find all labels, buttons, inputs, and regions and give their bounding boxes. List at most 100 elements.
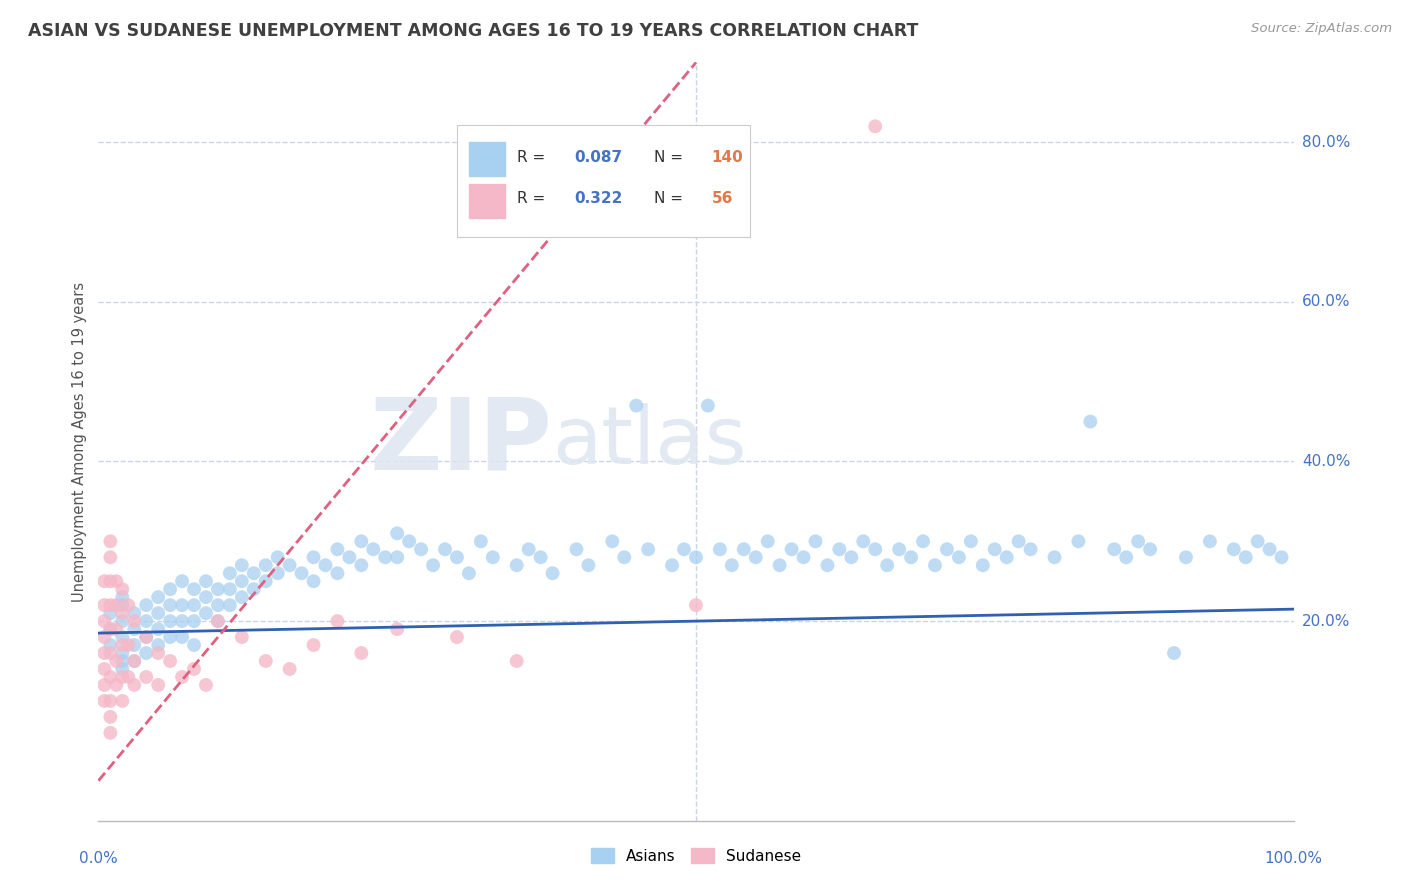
Point (995, 550, 1018, 565)
Point (124, 638, 146, 652)
Point (117, 638, 139, 652)
Point (111, 638, 134, 652)
Point (936, 542, 959, 557)
Point (195, 606, 218, 620)
Point (172, 630, 194, 644)
Text: 20.0%: 20.0% (1302, 614, 1350, 629)
Point (458, 566, 481, 581)
Point (111, 606, 134, 620)
Point (98, 694, 122, 708)
Point (422, 558, 444, 573)
Point (852, 534, 875, 549)
Point (1043, 550, 1066, 565)
Point (685, 550, 707, 565)
Point (98, 598, 122, 612)
Point (195, 590, 218, 604)
Point (105, 598, 128, 612)
Point (172, 574, 194, 589)
Point (219, 582, 242, 597)
Point (254, 558, 277, 573)
Point (105, 574, 128, 589)
Text: R =: R = (517, 150, 550, 165)
Point (1199, 534, 1222, 549)
Point (172, 598, 194, 612)
Point (1080, 415, 1102, 429)
Point (148, 638, 170, 652)
Point (530, 550, 553, 565)
Point (1128, 534, 1150, 549)
Point (93, 614, 115, 628)
Point (685, 598, 707, 612)
Point (231, 590, 253, 604)
Point (183, 598, 205, 612)
Point (159, 614, 181, 628)
Point (267, 550, 290, 565)
Point (733, 542, 755, 557)
Point (1163, 646, 1185, 660)
Point (302, 638, 325, 652)
Point (350, 534, 373, 549)
Point (780, 542, 803, 557)
Point (1258, 542, 1281, 557)
Point (111, 590, 134, 604)
Point (278, 558, 301, 573)
Point (1104, 542, 1126, 557)
Point (350, 558, 373, 573)
Point (183, 662, 205, 676)
Point (105, 622, 128, 636)
Point (363, 542, 385, 557)
Point (1008, 534, 1031, 549)
Point (172, 670, 194, 684)
Point (231, 558, 253, 573)
Point (673, 542, 696, 557)
Point (278, 662, 301, 676)
Point (865, 120, 887, 134)
Point (613, 550, 636, 565)
Point (315, 558, 337, 573)
Point (207, 614, 229, 628)
Point (183, 582, 205, 597)
Point (159, 582, 181, 597)
Point (793, 550, 815, 565)
Point (135, 630, 157, 644)
Point (135, 630, 157, 644)
Point (254, 654, 277, 668)
Text: 0.087: 0.087 (574, 150, 623, 165)
Point (93, 694, 115, 708)
Point (697, 399, 720, 413)
Point (339, 550, 361, 565)
Point (506, 558, 529, 573)
Point (117, 670, 139, 684)
Point (385, 526, 409, 541)
Point (93, 574, 115, 589)
Point (117, 598, 139, 612)
Point (219, 566, 242, 581)
Point (350, 646, 373, 660)
Point (195, 678, 218, 692)
Point (1234, 550, 1257, 565)
Point (124, 622, 146, 636)
Point (98, 710, 122, 724)
Point (291, 566, 314, 581)
Y-axis label: Unemployment Among Ages 16 to 19 years: Unemployment Among Ages 16 to 19 years (72, 282, 87, 601)
Point (148, 622, 170, 636)
Point (602, 534, 624, 549)
Point (98, 646, 122, 660)
Point (98, 638, 122, 652)
Point (517, 542, 540, 557)
Point (267, 566, 290, 581)
Text: 140: 140 (711, 150, 744, 165)
Point (148, 678, 170, 692)
Point (661, 558, 683, 573)
Point (960, 534, 983, 549)
Point (124, 654, 146, 668)
Point (93, 630, 115, 644)
Point (1139, 542, 1161, 557)
Point (756, 534, 779, 549)
Point (98, 726, 122, 740)
Point (111, 694, 134, 708)
Legend: Asians, Sudanese: Asians, Sudanese (585, 842, 807, 870)
Point (828, 542, 851, 557)
Point (231, 574, 253, 589)
Bar (470, 142, 505, 176)
